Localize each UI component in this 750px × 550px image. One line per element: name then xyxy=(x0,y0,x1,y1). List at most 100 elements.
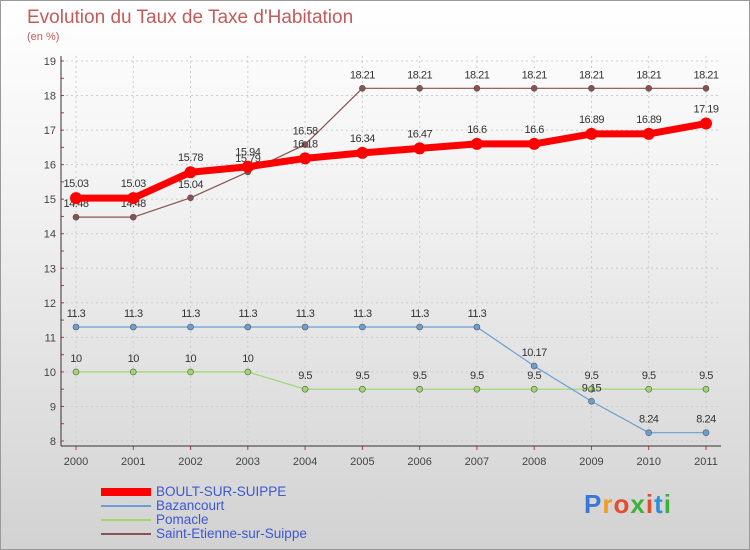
x-tick-label: 2000 xyxy=(64,456,88,468)
data-label-pomacle: 9.5 xyxy=(699,370,713,382)
x-tick-label: 2006 xyxy=(407,456,431,468)
y-tick-label: 15 xyxy=(44,194,56,206)
legend-item-pomacle: Pomacle xyxy=(101,513,401,527)
legend-label-saint-etienne: Saint-Etienne-sur-Suippe xyxy=(156,526,307,541)
x-tick-label: 2008 xyxy=(522,456,546,468)
point-boult xyxy=(356,146,369,159)
logo-letter: x xyxy=(630,489,646,519)
legend-swatch-pomacle xyxy=(101,519,151,521)
point-bazancourt xyxy=(359,323,366,331)
data-label-pomacle: 9.5 xyxy=(355,370,369,382)
point-boult xyxy=(585,127,598,140)
point-bazancourt xyxy=(473,323,481,331)
proxiti-logo: Proxiti xyxy=(584,489,672,520)
data-label-saint-etienne: 18.21 xyxy=(693,69,718,81)
y-tick-label: 13 xyxy=(44,263,56,275)
data-label-boult: 15.78 xyxy=(178,152,203,164)
logo-letter: P xyxy=(584,489,603,519)
data-label-pomacle: 9.5 xyxy=(413,370,427,382)
data-label-pomacle: 9.5 xyxy=(298,370,312,382)
series-line-bazancourt xyxy=(75,326,707,434)
x-tick-label: 2007 xyxy=(465,456,489,468)
data-label-pomacle: 10 xyxy=(128,353,140,365)
x-tick-label: 2004 xyxy=(293,456,317,468)
point-bazancourt xyxy=(187,323,194,331)
legend-label-boult: BOULT-SUR-SUIPPE xyxy=(156,484,287,499)
legend-label-bazancourt: Bazancourt xyxy=(156,498,225,513)
point-saint-etienne xyxy=(129,213,137,221)
data-label-saint-etienne: 18.21 xyxy=(636,69,661,81)
x-tick-label: 2001 xyxy=(121,456,145,468)
point-bazancourt xyxy=(530,362,538,370)
point-bazancourt xyxy=(129,323,137,331)
x-tick-label: 2002 xyxy=(178,456,202,468)
data-label-pomacle: 9.5 xyxy=(585,370,599,382)
data-label-bazancourt: 11.3 xyxy=(468,308,487,320)
chart-title: Evolution du Taux de Taxe d'Habitation xyxy=(27,7,354,28)
series-line-pomacle xyxy=(75,371,707,390)
point-saint-etienne xyxy=(702,84,710,92)
point-saint-etienne xyxy=(187,194,194,202)
data-label-saint-etienne: 18.21 xyxy=(407,69,432,81)
y-tick-label: 9 xyxy=(50,401,56,413)
data-label-boult: 16.89 xyxy=(579,114,604,126)
legend-swatch-saint-etienne xyxy=(101,533,151,535)
data-label-saint-etienne: 15.79 xyxy=(235,153,260,165)
point-pomacle xyxy=(244,368,252,376)
unit-label: (en %) xyxy=(27,31,60,43)
data-label-saint-etienne: 16.58 xyxy=(293,126,318,138)
point-pomacle xyxy=(473,385,481,393)
data-label-bazancourt: 10.17 xyxy=(522,347,547,359)
data-label-pomacle: 10 xyxy=(242,353,254,365)
point-boult xyxy=(700,117,712,130)
data-label-boult: 16.6 xyxy=(467,124,487,136)
point-saint-etienne xyxy=(588,84,595,92)
data-label-boult: 16.18 xyxy=(293,138,318,150)
point-bazancourt xyxy=(416,323,423,331)
point-bazancourt xyxy=(645,429,653,437)
legend-swatch-bazancourt xyxy=(101,505,151,507)
point-boult xyxy=(184,166,197,179)
point-pomacle xyxy=(645,385,653,393)
point-boult xyxy=(470,137,483,150)
logo-letter: i xyxy=(663,489,672,519)
data-label-bazancourt: 11.3 xyxy=(124,308,143,320)
data-label-boult: 15.03 xyxy=(121,178,146,190)
series-line-boult xyxy=(72,120,710,202)
point-bazancourt xyxy=(301,323,309,331)
y-tick-label: 16 xyxy=(44,160,56,172)
y-tick-label: 14 xyxy=(44,229,56,241)
data-label-boult: 15.94 xyxy=(235,147,260,159)
x-tick-label: 2009 xyxy=(579,456,603,468)
point-saint-etienne xyxy=(301,141,309,148)
data-label-saint-etienne: 18.21 xyxy=(464,69,489,81)
point-pomacle xyxy=(129,368,137,376)
point-pomacle xyxy=(416,385,423,393)
point-saint-etienne xyxy=(72,213,80,221)
data-label-bazancourt: 11.3 xyxy=(296,308,315,320)
data-label-boult: 16.6 xyxy=(524,124,544,136)
data-label-bazancourt: 11.3 xyxy=(410,308,429,320)
point-boult xyxy=(413,142,426,155)
data-label-saint-etienne: 15.04 xyxy=(178,179,203,191)
point-bazancourt xyxy=(244,323,252,331)
logo-letter: r xyxy=(602,489,614,519)
data-label-bazancourt: 11.3 xyxy=(353,308,372,320)
point-boult xyxy=(70,192,82,205)
data-label-pomacle: 10 xyxy=(70,353,82,365)
point-pomacle xyxy=(702,385,710,393)
point-boult xyxy=(299,152,312,165)
y-tick-label: 18 xyxy=(44,91,56,103)
point-bazancourt xyxy=(702,429,710,437)
point-saint-etienne xyxy=(359,84,366,92)
y-tick-label: 11 xyxy=(45,332,56,344)
data-label-bazancourt: 11.3 xyxy=(239,308,258,320)
point-bazancourt xyxy=(588,397,595,405)
y-tick-label: 12 xyxy=(44,298,56,310)
data-label-boult: 17.19 xyxy=(693,104,718,116)
point-pomacle xyxy=(72,368,80,376)
point-pomacle xyxy=(359,385,366,393)
logo-letter: t xyxy=(654,489,664,519)
